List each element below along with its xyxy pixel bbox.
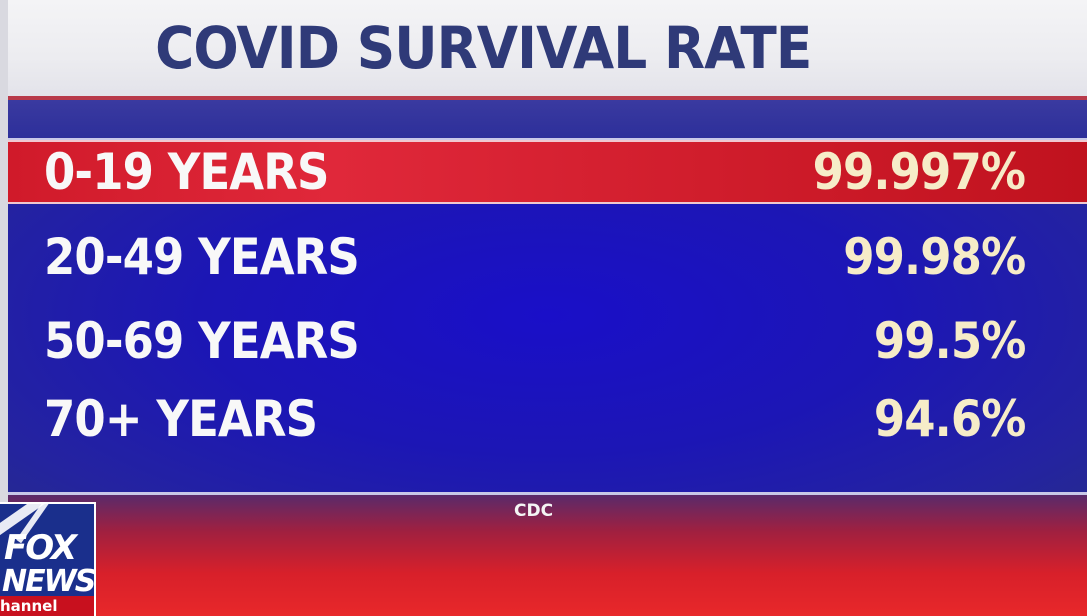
logo-channel-text: hannel xyxy=(0,596,94,616)
graphic-title: COVID SURVIVAL RATE xyxy=(154,14,812,82)
logo-news-text: NEWS xyxy=(2,564,95,599)
stat-row: 50-69 YEARS 99.5% xyxy=(8,306,1087,376)
stat-row: 0-19 YEARS 99.997% xyxy=(8,140,1087,204)
title-bar: COVID SURVIVAL RATE xyxy=(8,0,1087,96)
network-logo: FOX NEWS hannel xyxy=(0,502,96,616)
survival-rate-value: 99.997% xyxy=(812,143,1026,201)
age-group-label: 70+ YEARS xyxy=(44,390,318,448)
title-divider xyxy=(8,96,1087,100)
survival-rate-value: 99.98% xyxy=(842,228,1026,286)
stat-row: 20-49 YEARS 99.98% xyxy=(8,222,1087,292)
stat-row: 70+ YEARS 94.6% xyxy=(8,384,1087,454)
source-label: CDC xyxy=(514,501,554,521)
footer-band: CDC xyxy=(8,495,1087,616)
survival-rate-value: 94.6% xyxy=(873,390,1026,448)
stats-board: 0-19 YEARS 99.997% 20-49 YEARS 99.98% 50… xyxy=(8,100,1087,492)
age-group-label: 0-19 YEARS xyxy=(44,143,329,201)
header-strip xyxy=(8,100,1087,140)
bottom-divider xyxy=(8,492,1087,495)
age-group-label: 20-49 YEARS xyxy=(44,228,360,286)
age-group-label: 50-69 YEARS xyxy=(44,312,360,370)
logo-fox-text: FOX xyxy=(4,528,77,568)
survival-rate-value: 99.5% xyxy=(873,312,1026,370)
